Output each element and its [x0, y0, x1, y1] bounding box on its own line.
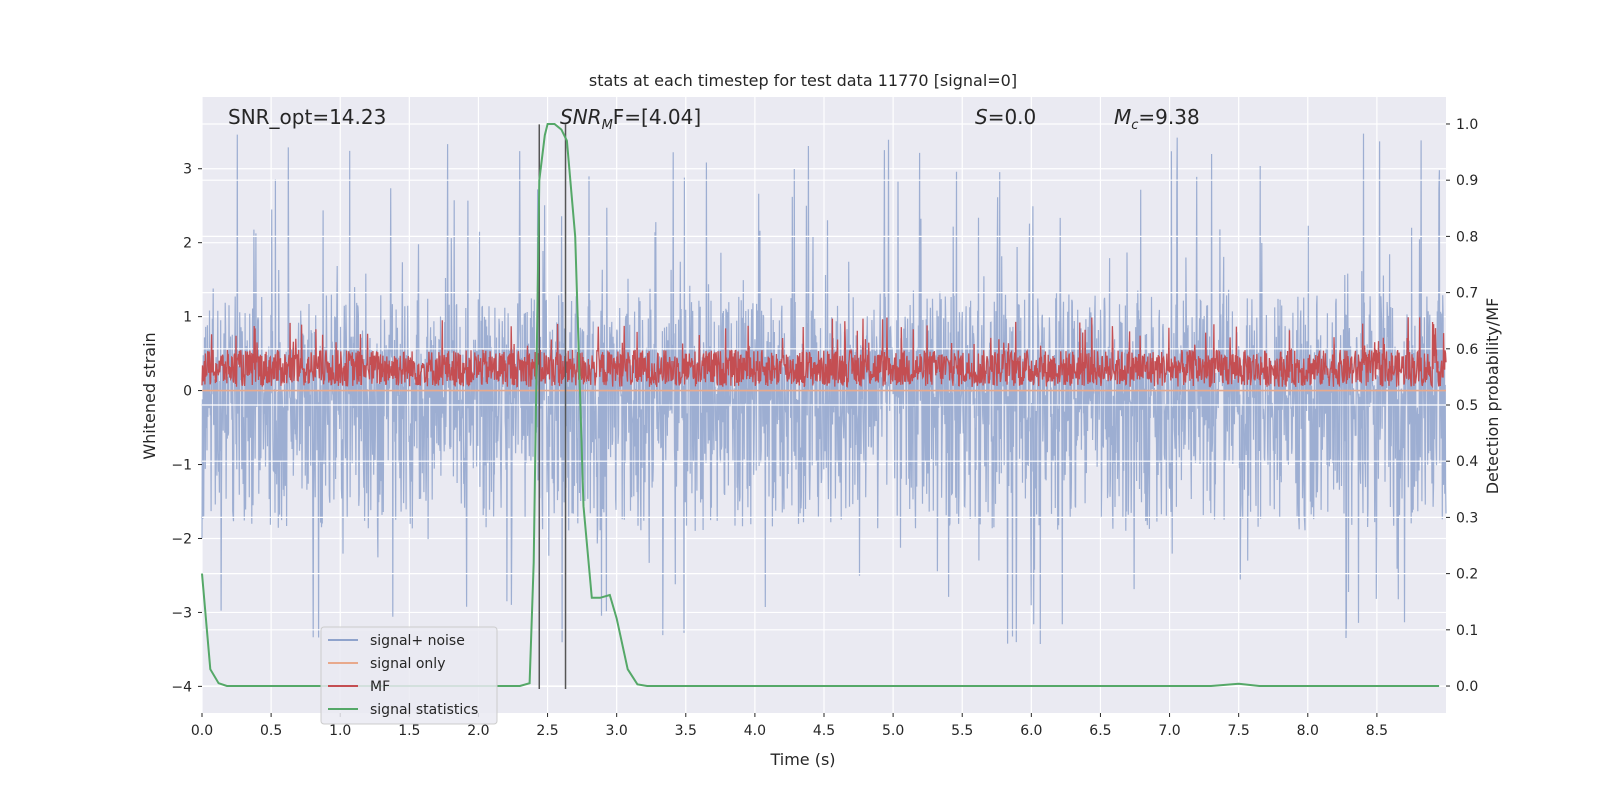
x-tick-label: 5.0 — [882, 723, 904, 739]
y-tick-label: 2 — [183, 236, 192, 252]
y2-tick-label: 0.3 — [1456, 510, 1478, 526]
x-axis-label: Time (s) — [769, 750, 835, 769]
chart-title: stats at each timestep for test data 117… — [589, 71, 1017, 90]
y2-axis-label: Detection probability/MF — [1483, 298, 1502, 495]
annotation-s-math: S — [975, 105, 988, 129]
legend-box — [320, 626, 498, 725]
y-tick-label: −4 — [171, 679, 192, 695]
signal-noise-line — [201, 133, 1447, 645]
annotation-snr-mf-value: F=[4.04] — [613, 105, 701, 129]
y-tick-label: −1 — [171, 458, 192, 474]
x-tick-label: 2.5 — [536, 723, 558, 739]
annotation-mc-sub: c — [1131, 118, 1138, 133]
x-tick-label: 8.5 — [1366, 723, 1388, 739]
y-tick-label: −2 — [171, 531, 192, 547]
annotation-snr-mf-math: SNR — [560, 105, 602, 129]
x-tick-label: 4.5 — [813, 723, 835, 739]
x-tick-label: 4.0 — [744, 723, 766, 739]
annotation-snr-opt: SNR_opt=14.23 — [228, 105, 386, 129]
annotation-s-value: =0.0 — [988, 105, 1037, 129]
y2-tick-label: 0.6 — [1456, 342, 1478, 358]
y-axis-label: Whitened strain — [140, 332, 159, 459]
y2-tick-label: 1.0 — [1456, 117, 1478, 133]
x-tick-label: 1.5 — [398, 723, 420, 739]
y2-tick-label: 0.2 — [1456, 567, 1478, 583]
x-tick-label: 2.0 — [467, 723, 489, 739]
annotation-mc: Mc=9.38 — [1114, 105, 1200, 133]
x-tick-label: 7.5 — [1228, 723, 1250, 739]
mf-series — [201, 317, 1447, 389]
x-tick-label: 7.0 — [1158, 723, 1180, 739]
y2-tick-label: 0.5 — [1456, 398, 1478, 414]
y2-tick-label: 0.0 — [1456, 679, 1478, 695]
signal-noise-series — [201, 133, 1447, 645]
annotation-mc-value: =9.38 — [1138, 105, 1199, 129]
y2-tick-label: 0.8 — [1456, 229, 1478, 245]
annotation-s: S=0.0 — [975, 105, 1036, 129]
y2-tick-label: 0.1 — [1456, 623, 1478, 639]
x-tick-label: 6.5 — [1089, 723, 1111, 739]
legend-label-signal-noise: signal+ noise — [370, 633, 465, 649]
x-tick-label: 3.5 — [675, 723, 697, 739]
x-tick-label: 0.0 — [191, 723, 213, 739]
y2-tick-label: 0.9 — [1456, 173, 1478, 189]
x-tick-label: 5.5 — [951, 723, 973, 739]
plot-area — [201, 97, 1447, 713]
legend-label-signal-only: signal only — [370, 656, 445, 672]
y-tick-label: 3 — [183, 162, 192, 178]
y-tick-label: −3 — [171, 605, 192, 621]
y-tick-label: 1 — [183, 310, 192, 326]
x-tick-label: 1.0 — [329, 723, 351, 739]
y2-ticks: 0.0 0.1 0.2 0.3 0.4 0.5 0.6 0.7 0.8 0.9 1.0 — [1446, 117, 1478, 695]
legend-label-mf: MF — [370, 679, 390, 695]
annotation-mc-math: M — [1114, 105, 1131, 129]
legend: signal+ noise signal only MF signal stat… — [320, 626, 498, 725]
x-ticks: 0.0 0.5 1.0 1.5 2.0 2.5 3.0 3.5 4.0 4.5 5.0 5.5 6.0 6… — [191, 713, 1388, 739]
annotation-snr-mf: SNRMF=[4.04] — [560, 105, 701, 133]
annotation-snr-mf-sub: M — [602, 118, 613, 133]
mf-line — [201, 317, 1447, 389]
legend-label-signal-statistics: signal statistics — [370, 702, 478, 718]
annotations: SNR_opt=14.23 SNRMF=[4.04] S=0.0 Mc=9.38 — [228, 105, 1200, 133]
x-tick-label: 3.0 — [606, 723, 628, 739]
x-tick-label: 8.0 — [1297, 723, 1319, 739]
y2-tick-label: 0.7 — [1456, 286, 1478, 302]
x-tick-label: 0.5 — [260, 723, 282, 739]
x-tick-label: 6.0 — [1020, 723, 1042, 739]
y-ticks: −4 −3 −2 −1 0 1 2 3 — [171, 162, 202, 695]
y2-tick-label: 0.4 — [1456, 454, 1478, 470]
y-tick-label: 0 — [183, 384, 192, 400]
